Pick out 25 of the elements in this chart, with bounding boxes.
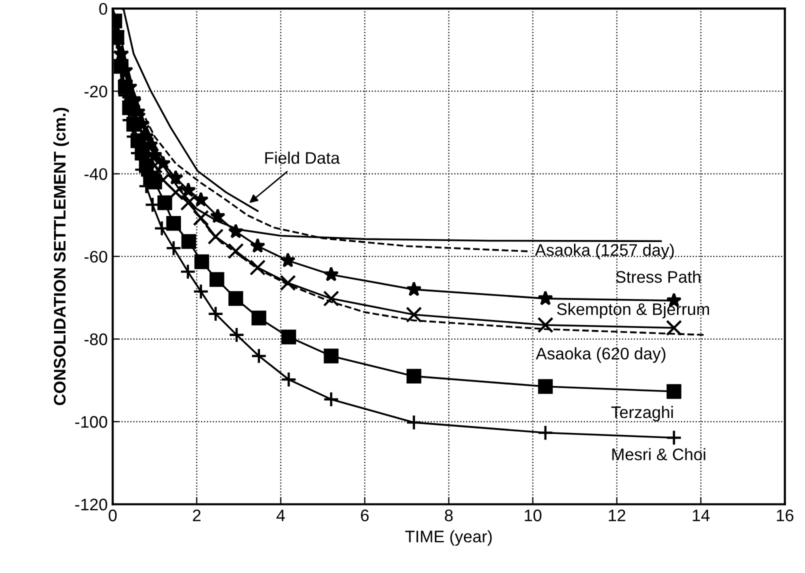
series-label: Asaoka (1257 day) bbox=[534, 244, 674, 260]
x-tick-label: 0 bbox=[108, 510, 117, 522]
x-tick-label: 14 bbox=[692, 510, 710, 522]
x-tick-label: 4 bbox=[276, 510, 285, 522]
x-tick-label: 6 bbox=[360, 510, 369, 522]
series-label: Terzaghi bbox=[611, 406, 673, 422]
y-tick-label: -80 bbox=[84, 333, 108, 346]
x-axis-title: TIME (year) bbox=[405, 530, 492, 546]
series-label: Skempton & Bjerrum bbox=[557, 302, 709, 318]
series-label: Mesri & Choi bbox=[612, 448, 706, 460]
x-tick-label: 12 bbox=[608, 510, 626, 522]
y-tick-label: 0 bbox=[99, 2, 108, 15]
x-tick-label: 8 bbox=[444, 510, 453, 522]
series-label: Stress Path bbox=[616, 270, 700, 283]
series-label: Asaoka (620 day) bbox=[536, 347, 666, 363]
y-axis-title: CONSOLIDATION SETTLEMENT (cm.) bbox=[53, 108, 69, 406]
x-tick-label: 2 bbox=[192, 510, 201, 522]
x-tick-label: 10 bbox=[524, 510, 542, 522]
y-tick-label: -40 bbox=[84, 168, 108, 180]
y-tick-label: -100 bbox=[75, 416, 108, 428]
annotation: Field Data bbox=[265, 152, 340, 164]
y-tick-label: -60 bbox=[84, 250, 108, 263]
x-tick-label: 16 bbox=[776, 510, 794, 522]
y-tick-label: -20 bbox=[84, 86, 108, 98]
y-tick-label: -120 bbox=[75, 498, 108, 510]
